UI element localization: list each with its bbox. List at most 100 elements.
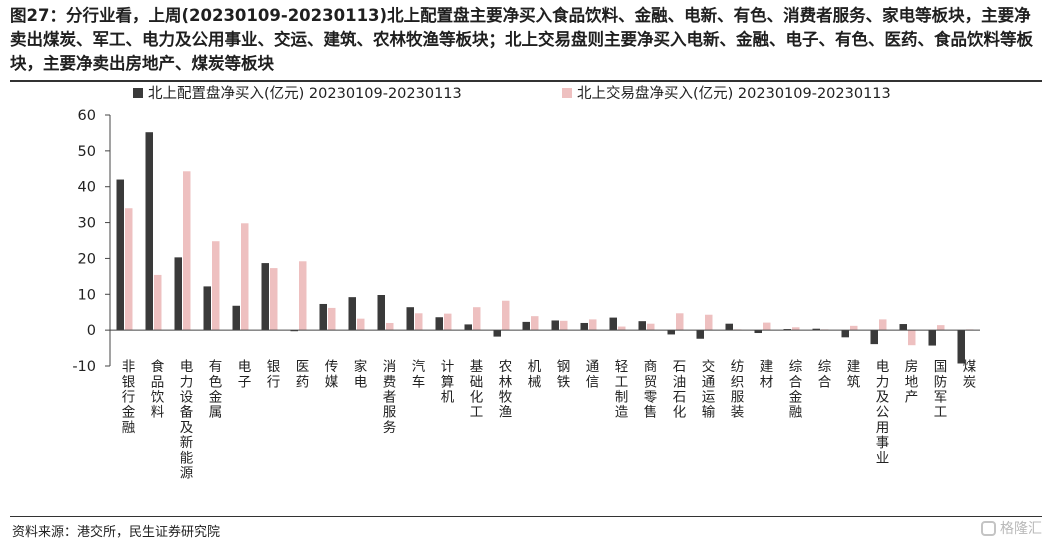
- bar-trading: [241, 223, 249, 331]
- x-tick-label: 电子: [238, 359, 252, 390]
- bar-allocation: [870, 330, 878, 345]
- x-tick-label: 房地产: [905, 359, 919, 405]
- bar-allocation: [899, 324, 907, 331]
- bar-allocation: [667, 330, 675, 335]
- bar-allocation: [841, 330, 849, 338]
- x-tick-label: 医药: [296, 359, 310, 390]
- bars: [116, 132, 974, 364]
- bar-trading: [908, 330, 916, 346]
- y-tick-label: -10: [72, 359, 96, 375]
- bar-trading: [125, 208, 133, 331]
- bar-chart: 北上配置盘净买入(亿元) 20230109-20230113 北上交易盘净买入(…: [72, 84, 980, 482]
- bar-trading: [502, 300, 510, 331]
- bar-trading: [792, 327, 800, 331]
- bar-trading: [386, 322, 394, 331]
- x-tick-label: 非银行金融: [122, 359, 136, 436]
- x-tick-label: 建筑: [847, 359, 861, 390]
- y-axis: -10 0 10 20 30 40 50 60: [72, 108, 111, 375]
- x-tick-label: 综合金融: [789, 359, 803, 421]
- bar-trading: [560, 320, 568, 331]
- bar-allocation: [725, 323, 733, 331]
- watermark: 格隆汇: [981, 518, 1042, 538]
- x-tick-label: 消费者服务: [383, 359, 397, 436]
- bar-trading: [328, 307, 336, 331]
- bar-trading: [270, 268, 278, 331]
- x-tick-label: 综合: [818, 359, 832, 390]
- y-tick-label: 50: [78, 144, 96, 160]
- bar-allocation: [957, 330, 965, 364]
- x-tick-label: 建材: [760, 359, 774, 390]
- x-tick-label: 汽车: [412, 359, 426, 390]
- bar-trading: [212, 241, 220, 331]
- bar-allocation: [377, 295, 385, 331]
- y-tick-label: 10: [78, 287, 96, 303]
- bar-trading: [415, 313, 423, 331]
- legend-swatch-dark: [133, 88, 143, 98]
- x-tick-label: 计算机: [441, 359, 455, 405]
- x-tick-label: 有色金属: [209, 359, 223, 421]
- bar-allocation: [493, 330, 501, 337]
- bar-trading: [937, 325, 945, 331]
- watermark-text: 格隆汇: [1000, 521, 1042, 537]
- bar-allocation: [783, 329, 791, 331]
- y-tick-label: 40: [78, 180, 96, 196]
- title-divider: [10, 80, 1042, 82]
- bar-allocation: [522, 321, 530, 331]
- y-tick-label: 0: [87, 323, 96, 339]
- legend-swatch-pink: [562, 88, 572, 98]
- bar-trading: [299, 261, 307, 331]
- bar-allocation: [638, 321, 646, 331]
- bar-allocation: [754, 330, 762, 334]
- x-tick-label: 交通运输: [702, 358, 716, 421]
- bar-trading: [647, 323, 655, 331]
- bar-allocation: [145, 132, 153, 331]
- bar-trading: [879, 319, 887, 331]
- bar-allocation: [203, 286, 211, 331]
- y-tick-label: 20: [78, 251, 96, 267]
- x-tick-label: 电力及公用事业: [876, 359, 890, 466]
- bar-allocation: [551, 320, 559, 331]
- x-tick-label: 轻工制造: [615, 359, 629, 421]
- bar-allocation: [261, 263, 269, 331]
- x-tick-label: 石油石化: [673, 359, 687, 421]
- x-tick-label: 银行: [267, 359, 281, 390]
- x-tick-label: 农林牧渔: [499, 359, 513, 421]
- bar-allocation: [928, 330, 936, 346]
- y-tick-label: 30: [78, 216, 96, 232]
- bar-allocation: [580, 322, 588, 331]
- x-tick-label: 家电: [354, 358, 368, 390]
- bar-allocation: [812, 328, 820, 331]
- x-tick-label: 电力设备及新能源: [180, 359, 194, 481]
- x-tick-label: 基础化工: [470, 358, 484, 421]
- bar-allocation: [406, 307, 414, 331]
- bar-allocation: [435, 317, 443, 331]
- bar-trading: [763, 322, 771, 331]
- bar-allocation: [232, 305, 240, 331]
- x-tick-label: 钢铁: [557, 359, 571, 390]
- legend-label-dark: 北上配置盘净买入(亿元) 20230109-20230113: [148, 84, 462, 102]
- bar-trading: [183, 171, 191, 331]
- x-tick-label: 商贸零售: [644, 359, 658, 421]
- footer-divider: [10, 516, 1042, 517]
- bar-trading: [531, 316, 539, 331]
- bar-trading: [618, 326, 626, 331]
- bar-trading: [357, 318, 365, 331]
- source-note: 资料来源：港交所，民生证券研究院: [12, 525, 221, 540]
- bar-allocation: [174, 257, 182, 331]
- bar-trading: [473, 307, 481, 331]
- bar-trading: [589, 319, 597, 331]
- bar-trading: [444, 313, 452, 331]
- bar-trading: [154, 274, 162, 331]
- legend: 北上配置盘净买入(亿元) 20230109-20230113 北上交易盘净买入(…: [133, 84, 891, 102]
- bar-trading: [705, 314, 713, 331]
- x-tick-label: 通信: [586, 359, 600, 390]
- x-tick-label: 国防军工: [934, 359, 948, 421]
- x-tick-label: 传媒: [325, 359, 339, 390]
- watermark-logo-icon: [981, 520, 996, 536]
- chart-title: 图27：分行业看，上周(20230109-20230113)北上配置盘主要净买入…: [10, 6, 1033, 73]
- bar-allocation: [319, 303, 327, 331]
- bar-trading: [850, 325, 858, 331]
- x-tick-label: 煤炭: [963, 359, 977, 390]
- bar-trading: [676, 313, 684, 331]
